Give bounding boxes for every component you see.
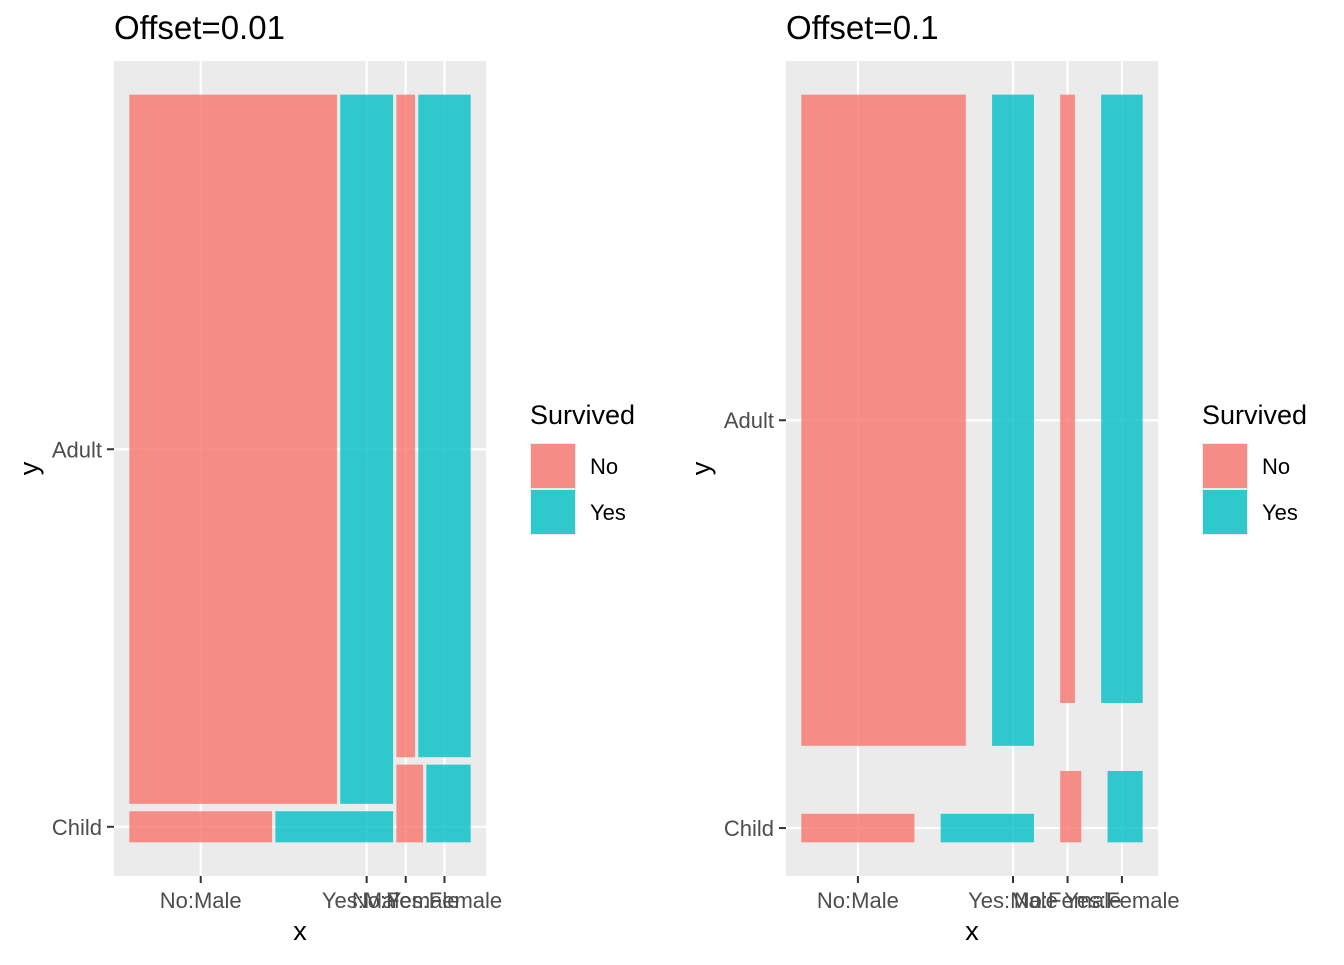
tile-male-child-yes (275, 811, 394, 843)
x-tick-label: No:Female (1014, 888, 1122, 913)
legend-key-yes (531, 490, 575, 534)
tile-female-child-no (1060, 770, 1082, 843)
x-axis-title: x (965, 916, 979, 946)
legend-key-no (1203, 444, 1247, 488)
y-tick-label: Adult (52, 437, 102, 462)
legend-label-no: No (1262, 454, 1290, 479)
legend-title: Survived (530, 400, 635, 430)
x-tick-label: Yes:Female (387, 888, 502, 913)
tile-male-child-no (801, 813, 915, 843)
legend-label-no: No (590, 454, 618, 479)
tile-female-adult-yes (418, 94, 471, 758)
legend-label-yes: Yes (590, 500, 626, 525)
x-tick-label: Yes:Male (968, 888, 1058, 913)
x-tick-label: No:Male (160, 888, 242, 913)
y-axis-title: y (686, 461, 716, 475)
tile-female-child-no (396, 764, 424, 843)
y-tick-label: Child (724, 816, 774, 841)
tile-female-child-yes (426, 764, 471, 843)
tile-female-child-yes (1107, 770, 1143, 843)
y-tick-label: Adult (724, 408, 774, 433)
legend-key-yes (1203, 490, 1247, 534)
tile-male-adult-no (801, 94, 966, 746)
tile-male-adult-yes (340, 94, 394, 804)
x-tick-label: Yes:Female (1064, 888, 1179, 913)
legend-label-yes: Yes (1262, 500, 1298, 525)
y-axis-title: y (14, 461, 44, 475)
legend-title: Survived (1202, 400, 1307, 430)
x-tick-label: No:Male (817, 888, 899, 913)
tile-female-adult-yes (1101, 94, 1143, 704)
y-tick-label: Child (52, 815, 102, 840)
x-tick-label: No:Female (352, 888, 460, 913)
tile-male-child-yes (940, 813, 1034, 843)
tile-male-adult-no (129, 94, 337, 804)
chart-title: Offset=0.01 (114, 9, 285, 46)
x-tick-label: Yes:Male (322, 888, 412, 913)
x-axis-title: x (293, 916, 307, 946)
tile-male-child-no (129, 811, 273, 843)
tile-female-adult-no (396, 94, 415, 758)
tile-male-adult-yes (992, 94, 1034, 746)
legend-key-no (531, 444, 575, 488)
tile-female-adult-no (1060, 94, 1075, 704)
chart-title: Offset=0.1 (786, 9, 939, 46)
